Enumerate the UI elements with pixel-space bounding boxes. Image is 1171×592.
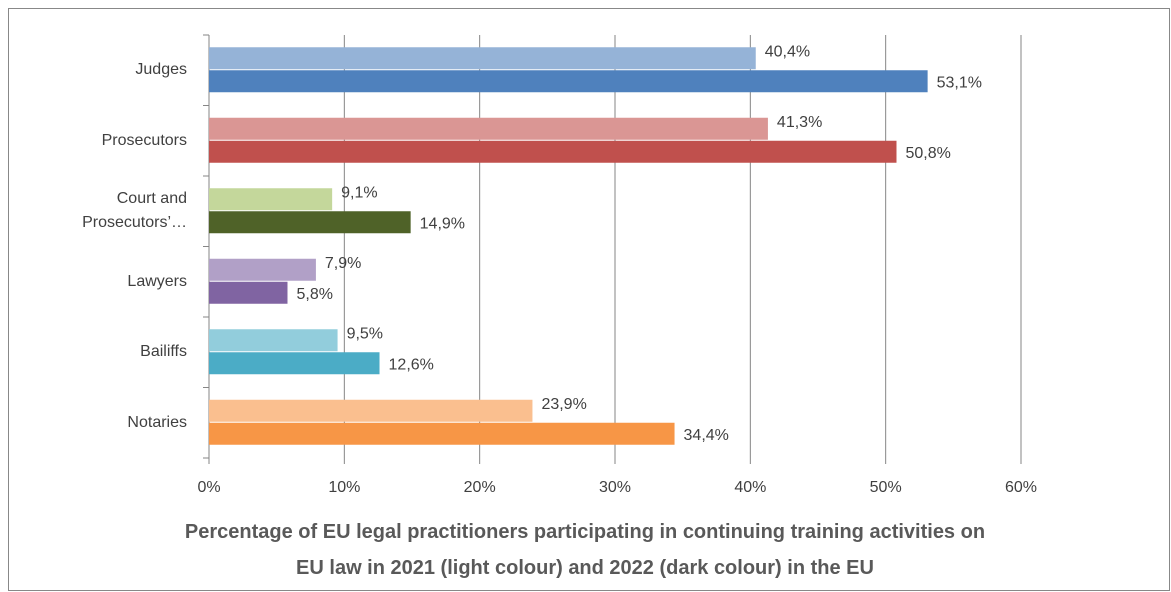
value-label: 23,9% [541, 396, 586, 413]
bar [209, 399, 533, 422]
x-tick-label: 10% [328, 479, 360, 496]
value-label: 34,4% [684, 427, 729, 444]
x-tick-label: 0% [197, 479, 220, 496]
bar [209, 352, 380, 375]
value-label: 12,6% [389, 356, 434, 373]
value-label: 40,4% [765, 43, 810, 60]
bar [209, 188, 333, 211]
bar [209, 329, 338, 352]
value-label: 14,9% [420, 215, 465, 232]
bar [209, 47, 756, 70]
value-label: 7,9% [325, 255, 361, 272]
bar [209, 140, 897, 163]
chart-title: Percentage of EU legal practitioners par… [184, 521, 986, 579]
chart-border [8, 8, 1170, 591]
value-label: 50,8% [905, 145, 950, 162]
bar [209, 211, 411, 234]
y-tick-label: Judges [135, 61, 187, 79]
bar [209, 422, 675, 445]
value-label: 5,8% [296, 286, 332, 303]
y-tick-label: Bailiffs [140, 343, 187, 361]
x-tick-label: 50% [870, 479, 902, 496]
bar [209, 117, 768, 140]
value-label: 53,1% [937, 74, 982, 91]
bar [209, 70, 928, 93]
x-tick-label: 60% [1005, 479, 1037, 496]
y-tick-label: Prosecutors [101, 131, 187, 149]
y-tick-label: Court and Prosecutors’… [82, 190, 187, 232]
value-label: 9,1% [341, 184, 377, 201]
x-tick-label: 40% [734, 479, 766, 496]
y-tick-label: Lawyers [127, 272, 187, 290]
value-label: 41,3% [777, 114, 822, 131]
bar [209, 258, 316, 281]
x-tick-label: 20% [464, 479, 496, 496]
value-label: 9,5% [347, 325, 383, 342]
y-tick-label: Notaries [127, 413, 187, 431]
x-tick-label: 30% [599, 479, 631, 496]
bar [209, 281, 288, 304]
